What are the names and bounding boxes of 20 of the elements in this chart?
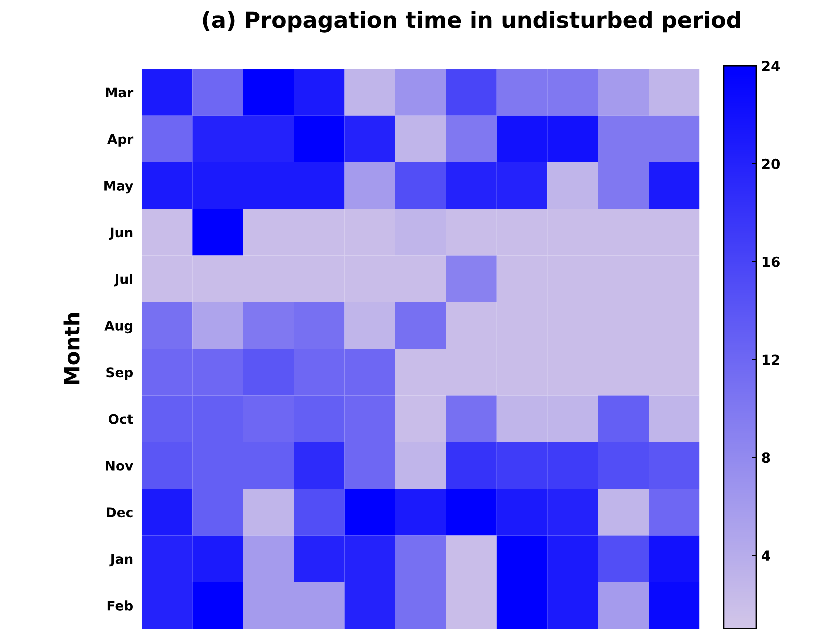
y-tick-label: Nov (106, 461, 134, 471)
chart-title: (a) Propagation time in undisturbed period (203, 11, 740, 33)
y-tick-label: Jul (114, 274, 133, 287)
y-tick-label: Jun (109, 228, 133, 240)
y-tick-label: Mar (106, 88, 134, 98)
y-axis-title: Month (64, 313, 80, 385)
color-bar-label: 16 (762, 256, 780, 268)
y-tick-label: Sep (106, 368, 134, 380)
y-tick-label: Apr (108, 134, 134, 147)
y-tick-label: Feb (108, 600, 134, 611)
color-bar-label: 4 (762, 550, 770, 561)
color-bar-label: 20 (762, 158, 780, 170)
y-tick-label: Oct (108, 414, 134, 424)
y-tick-label: May (104, 181, 134, 194)
color-bar-label: 24 (762, 61, 780, 72)
y-tick-label: Dec (107, 508, 133, 518)
color-bar-label: 8 (762, 452, 770, 464)
y-tick-label: Jan (110, 554, 133, 567)
y-tick-label: Aug (104, 321, 133, 334)
color-bar-label: 12 (762, 354, 780, 366)
